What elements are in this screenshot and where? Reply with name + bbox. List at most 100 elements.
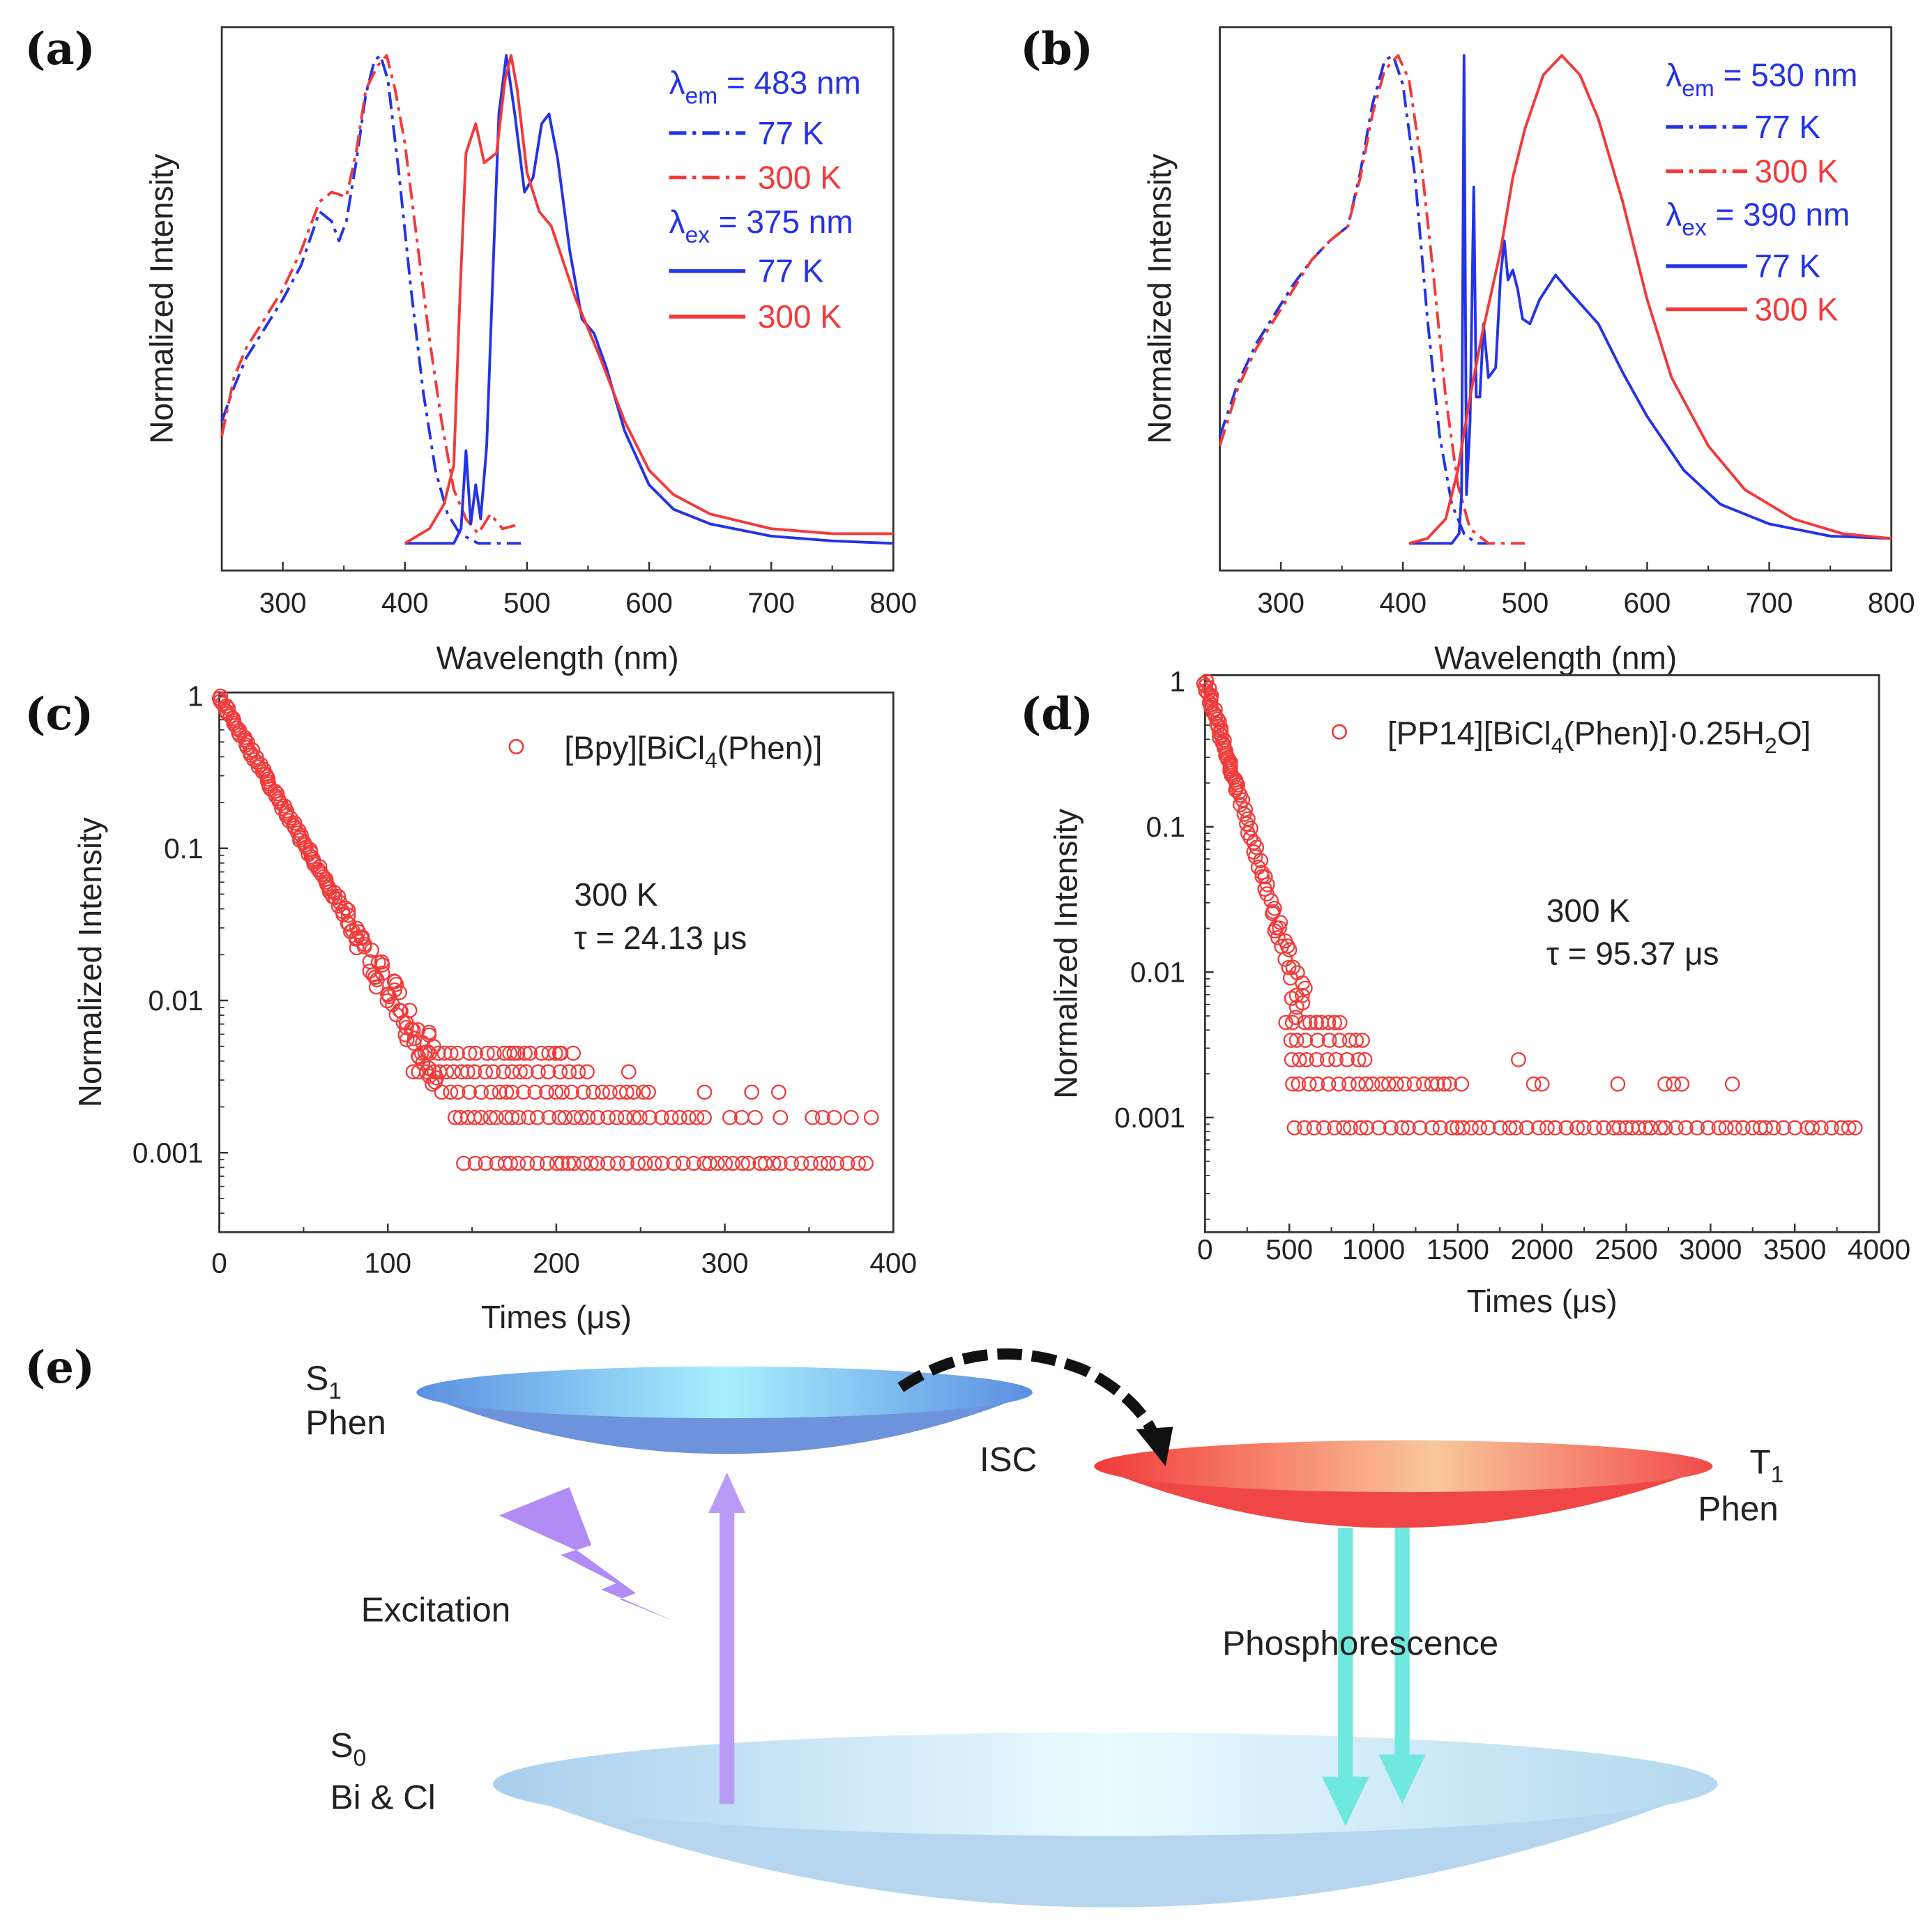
legend-label: 77 K bbox=[758, 253, 824, 289]
data-point bbox=[427, 1064, 442, 1080]
data-point bbox=[1776, 1120, 1791, 1136]
data-point bbox=[570, 1064, 586, 1080]
annotation-tau-d: τ = 95.37 μs bbox=[1546, 936, 1719, 972]
data-point bbox=[722, 1109, 738, 1125]
data-point bbox=[1339, 1051, 1355, 1067]
series-line-excitation-red bbox=[220, 54, 522, 535]
x-tick-label: 700 bbox=[1746, 586, 1793, 618]
data-point bbox=[492, 1084, 508, 1100]
data-point bbox=[521, 1109, 536, 1125]
data-point bbox=[482, 1109, 499, 1125]
panel-label-e: (e) bbox=[24, 1341, 95, 1394]
data-point bbox=[218, 698, 234, 714]
data-point bbox=[480, 1045, 495, 1061]
series-line-excitation-blue bbox=[220, 54, 522, 545]
data-point bbox=[367, 970, 383, 985]
data-point bbox=[392, 984, 407, 1001]
data-point bbox=[821, 1155, 836, 1171]
data-point bbox=[439, 1064, 455, 1080]
legend-em-header: λem = 483 nm bbox=[669, 64, 861, 109]
legend-label-d: [PP14][BiCl4(Phen)]·0.25H2O] bbox=[1387, 715, 1811, 757]
data-point bbox=[1298, 1033, 1314, 1048]
data-point bbox=[374, 957, 390, 973]
data-point bbox=[1285, 1076, 1300, 1092]
data-point bbox=[1657, 1076, 1673, 1092]
data-point bbox=[1327, 1120, 1343, 1136]
data-point bbox=[1745, 1120, 1760, 1136]
data-point bbox=[1380, 1076, 1397, 1092]
data-point bbox=[506, 1045, 522, 1061]
data-point bbox=[619, 1155, 634, 1171]
data-point bbox=[1758, 1120, 1773, 1136]
data-point bbox=[1432, 1120, 1448, 1136]
data-point bbox=[1383, 1120, 1399, 1136]
data-point bbox=[1355, 1033, 1370, 1048]
y-tick-label: 0.001 bbox=[132, 1136, 204, 1169]
data-point bbox=[609, 1109, 625, 1125]
legend-em-header: λem = 530 nm bbox=[1666, 57, 1857, 102]
data-point bbox=[666, 1155, 682, 1171]
data-point bbox=[600, 1109, 616, 1125]
data-point bbox=[561, 1064, 577, 1080]
data-point bbox=[1364, 1076, 1380, 1092]
data-point bbox=[1213, 723, 1229, 739]
data-point bbox=[1357, 1051, 1373, 1067]
data-point bbox=[547, 1045, 563, 1061]
data-point bbox=[368, 979, 384, 995]
data-point bbox=[466, 1064, 482, 1080]
data-point bbox=[406, 1035, 422, 1051]
data-point bbox=[858, 1155, 874, 1171]
data-point bbox=[418, 1064, 434, 1080]
data-point bbox=[1281, 959, 1297, 975]
data-point bbox=[1210, 718, 1226, 734]
s0-level bbox=[492, 1732, 1718, 1836]
data-point bbox=[1265, 906, 1280, 922]
data-point bbox=[467, 1155, 483, 1171]
data-point bbox=[1253, 853, 1269, 869]
x-tick-label: 600 bbox=[1624, 586, 1671, 618]
data-point bbox=[1233, 797, 1248, 813]
legend-ex-header: λex = 375 nm bbox=[669, 204, 853, 248]
data-point bbox=[485, 1064, 501, 1080]
lightning-icon bbox=[499, 1487, 676, 1622]
x-tick-label: 1500 bbox=[1427, 1233, 1489, 1265]
data-point bbox=[1319, 1051, 1335, 1067]
data-point bbox=[1278, 1014, 1294, 1030]
data-point bbox=[356, 938, 372, 954]
data-point bbox=[1297, 1120, 1312, 1136]
data-point bbox=[1257, 869, 1273, 885]
data-point bbox=[784, 1155, 799, 1171]
data-point bbox=[1388, 1076, 1404, 1092]
data-point bbox=[686, 1155, 701, 1171]
x-tick-label: 800 bbox=[1868, 586, 1915, 618]
data-point bbox=[1254, 865, 1270, 881]
data-point bbox=[518, 1064, 534, 1080]
legend-label: 300 K bbox=[1755, 291, 1839, 327]
data-point bbox=[826, 1109, 842, 1125]
excitation-arrow bbox=[708, 1472, 746, 1804]
data-point bbox=[238, 732, 253, 748]
data-point bbox=[1678, 1120, 1694, 1136]
data-point bbox=[1242, 830, 1258, 846]
data-point bbox=[1765, 1120, 1781, 1136]
y-axis-title: Normalized Intensity bbox=[1141, 153, 1178, 443]
y-tick-label: 0.1 bbox=[1146, 811, 1185, 843]
x-tick-label: 300 bbox=[1257, 586, 1305, 618]
legend-marker-c bbox=[508, 738, 524, 754]
data-point bbox=[1301, 1076, 1317, 1092]
chart-d-decay: 0 500 1000 1500 2000 2500 3000 3500 4000 Times (μ… bbox=[1048, 665, 1911, 1319]
data-point bbox=[1657, 1120, 1673, 1136]
data-point bbox=[529, 1109, 545, 1125]
data-point bbox=[1309, 1033, 1325, 1048]
data-point bbox=[527, 1084, 543, 1100]
data-point bbox=[413, 1045, 429, 1061]
data-point bbox=[583, 1155, 599, 1171]
data-point bbox=[1401, 1120, 1416, 1136]
data-point bbox=[773, 1109, 789, 1125]
legend-b: λem = 530 nm 77 K 300 K λex = 390 nm 77 … bbox=[1666, 57, 1857, 328]
data-point bbox=[646, 1155, 662, 1171]
data-point bbox=[1558, 1120, 1574, 1136]
data-point bbox=[374, 966, 390, 981]
data-point bbox=[1480, 1120, 1496, 1136]
data-point bbox=[1724, 1076, 1740, 1092]
